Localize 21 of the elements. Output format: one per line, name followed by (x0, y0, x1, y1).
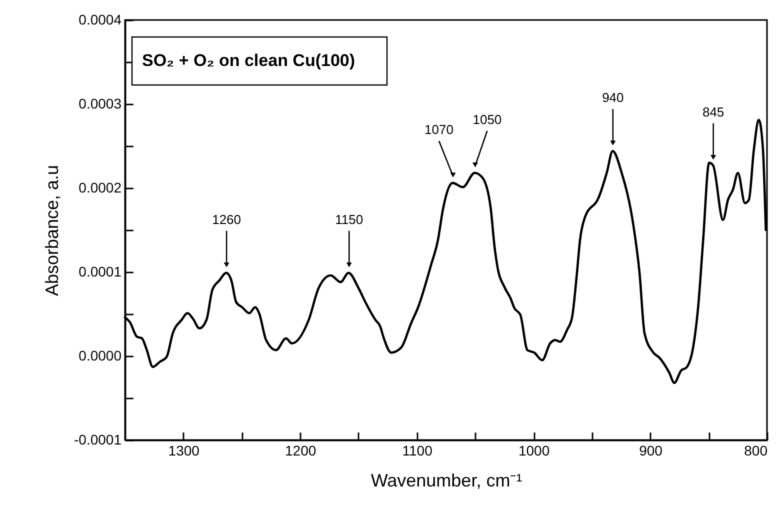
y-tick-label: 0.0002 (78, 180, 122, 196)
text: SO₂ + O₂ on clean Cu(100) (142, 51, 356, 70)
y-axis-title: Absorbance, a.u (42, 164, 62, 296)
x-tick-label: 800 (744, 442, 768, 458)
annotation: 1260 (212, 212, 242, 227)
x-tick-label: 900 (639, 442, 663, 458)
x-tick-label: 1300 (168, 442, 200, 458)
y-tick-label: 0.0004 (78, 12, 122, 28)
annotation: 1070 (424, 122, 454, 137)
annotation: 845 (702, 104, 724, 120)
x-axis-title: Wavenumber, cm⁻¹ (370, 470, 522, 490)
x-tick-label: 1200 (285, 442, 316, 458)
y-tick-label: -0.0001 (74, 432, 122, 448)
y-tick-label: 0.0001 (78, 264, 122, 280)
y-tick-label: 0.0003 (78, 96, 122, 112)
y-tick-label: 0.0000 (78, 348, 122, 364)
x-tick-label: 1000 (518, 442, 550, 458)
annotation: 1150 (335, 212, 364, 227)
x-tick-label: 1100 (402, 442, 433, 458)
annotation: 940 (602, 90, 624, 106)
annotation: 1050 (472, 112, 502, 127)
